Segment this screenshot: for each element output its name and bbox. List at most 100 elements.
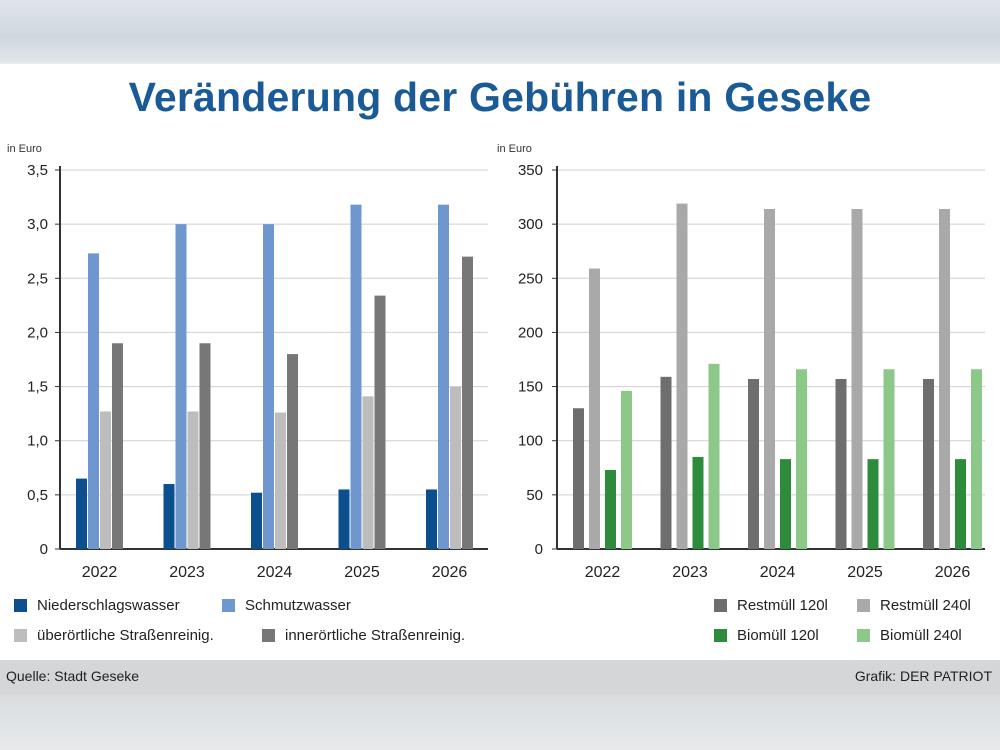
y-tick-label: 200	[518, 324, 543, 341]
legend-item-restmuell-240: Restmüll 240l	[857, 597, 971, 614]
x-tick-label: 2022	[585, 564, 621, 581]
legend-item-biomuell-120: Biomüll 120l	[714, 627, 819, 644]
legend-swatch	[857, 629, 870, 642]
legend-label: Schmutzwasser	[245, 597, 351, 614]
y-tick-label: 250	[518, 270, 543, 287]
credit-note: Grafik: DER PATRIOT	[854, 668, 992, 684]
cost-bar-2026-1	[438, 204, 449, 549]
waste-bar-2024-0	[748, 378, 759, 549]
x-tick-label: 2023	[169, 564, 205, 581]
legend-label: Restmüll 120l	[737, 597, 828, 614]
cost-bar-2026-2	[450, 386, 461, 549]
cost-bar-2025-3	[374, 295, 386, 549]
cost-bar-2025-2	[362, 396, 374, 549]
waste-bar-2023-3	[708, 363, 720, 549]
waste-bar-2023-2	[692, 456, 704, 549]
cost-bar-2023-0	[163, 484, 175, 549]
y-tick-label: 350	[518, 162, 543, 179]
legend-swatch	[222, 599, 235, 612]
cost-bar-2025-0	[338, 489, 350, 549]
waste-bar-2025-2	[867, 459, 879, 549]
cost-bar-2023-1	[175, 224, 187, 549]
y-unit-label: in Euro	[7, 143, 42, 155]
waste-bar-2024-3	[796, 369, 807, 549]
waste-bar-2025-3	[883, 369, 895, 549]
y-tick-label: 2,5	[27, 270, 48, 287]
y-tick-label: 2,0	[27, 324, 48, 341]
waste-bar-2025-0	[835, 378, 847, 549]
waste-bar-2022-2	[605, 469, 616, 549]
cost-bar-2026-3	[462, 256, 473, 549]
cost-bar-2023-3	[199, 343, 211, 549]
legend-swatch	[14, 599, 27, 612]
x-tick-label: 2025	[344, 564, 380, 581]
cost-bar-2025-1	[350, 204, 362, 549]
legend-item-biomuell-240: Biomüll 240l	[857, 627, 962, 644]
waste-bar-2023-0	[660, 376, 672, 549]
legend-label: innerörtliche Straßenreinig.	[285, 627, 466, 644]
waste-bar-2024-1	[764, 208, 775, 550]
y-tick-label: 1,5	[27, 379, 48, 396]
cost-bar-2024-0	[251, 492, 262, 549]
x-tick-label: 2023	[672, 564, 708, 581]
y-tick-label: 1,0	[27, 433, 48, 450]
cost-bar-2024-1	[263, 224, 274, 549]
cost-bar-2023-2	[187, 411, 199, 549]
y-tick-label: 50	[526, 487, 543, 504]
waste-bar-2022-3	[621, 390, 632, 549]
cost-bar-2022-2	[100, 411, 111, 549]
legend-swatch	[857, 599, 870, 612]
x-tick-label: 2022	[82, 564, 118, 581]
legend-item-ueberoertliche: überörtliche Straßenreinig.	[14, 627, 214, 644]
bottom-background	[0, 694, 1000, 750]
y-tick-label: 0	[535, 541, 543, 558]
cost-bar-2026-0	[426, 489, 437, 549]
legend-item-schmutzwasser: Schmutzwasser	[222, 597, 351, 614]
x-tick-label: 2024	[760, 564, 796, 581]
y-tick-label: 0	[40, 541, 48, 558]
legend-item-inneroertliche: innerörtliche Straßenreinig.	[262, 627, 465, 644]
legend-label: Restmüll 240l	[880, 597, 971, 614]
legend-label: Biomüll 120l	[737, 627, 819, 644]
cost-bar-2022-0	[76, 478, 87, 549]
waste-bar-2026-3	[971, 369, 982, 549]
y-tick-label: 3,0	[27, 216, 48, 233]
footer-band	[0, 660, 1000, 694]
chart-panel	[0, 64, 1000, 660]
waste-bar-2025-1	[851, 208, 863, 550]
legend-label: überörtliche Straßenreinig.	[37, 627, 214, 644]
y-unit-label: in Euro	[497, 143, 532, 155]
y-tick-label: 300	[518, 216, 543, 233]
waste-bar-2026-1	[939, 208, 950, 550]
legend-label: Biomüll 240l	[880, 627, 962, 644]
x-tick-label: 2025	[847, 564, 883, 581]
y-tick-label: 0,5	[27, 487, 48, 504]
top-background	[0, 0, 1000, 62]
y-tick-label: 150	[518, 379, 543, 396]
cost-bar-2024-3	[287, 354, 298, 549]
waste-bar-2026-0	[923, 378, 934, 549]
cost-bar-2024-2	[275, 412, 286, 549]
y-tick-label: 100	[518, 433, 543, 450]
legend-swatch	[714, 629, 727, 642]
y-tick-label: 3,5	[27, 162, 48, 179]
waste-bar-2022-0	[573, 408, 584, 549]
x-tick-label: 2026	[935, 564, 971, 581]
legend-item-restmuell-120: Restmüll 120l	[714, 597, 828, 614]
legend-swatch	[714, 599, 727, 612]
x-tick-label: 2024	[257, 564, 293, 581]
waste-bar-2024-2	[780, 459, 791, 549]
cost-bar-2022-3	[112, 343, 123, 549]
x-tick-label: 2026	[432, 564, 468, 581]
legend-swatch	[14, 629, 27, 642]
waste-bar-2023-1	[676, 203, 688, 549]
legend-label: Niederschlagswasser	[37, 597, 180, 614]
legend-swatch	[262, 629, 275, 642]
waste-bar-2022-1	[589, 268, 600, 549]
cost-bar-2022-1	[88, 253, 99, 549]
legend-item-niederschlagswasser: Niederschlagswasser	[14, 597, 180, 614]
waste-bar-2026-2	[955, 459, 966, 549]
chart-title: Veränderung der Gebühren in Geseke	[128, 74, 872, 120]
source-note: Quelle: Stadt Geseke	[6, 668, 140, 684]
